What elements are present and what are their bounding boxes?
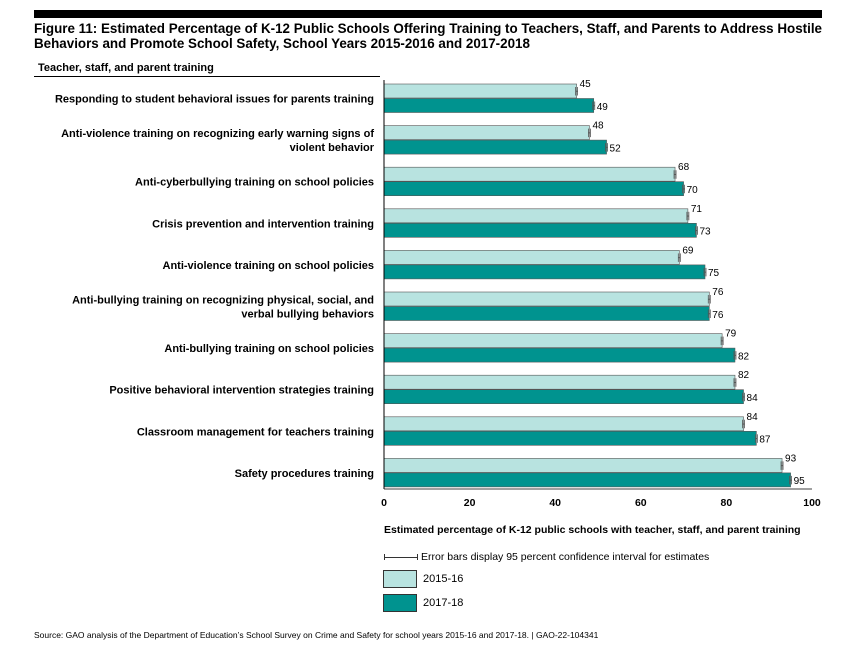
data-label: 82 bbox=[738, 351, 750, 362]
data-label: 68 bbox=[678, 162, 690, 173]
error-bar-note: Error bars display 95 percent confidence… bbox=[421, 551, 710, 563]
category-label-line: violent behavior bbox=[290, 142, 375, 154]
bar-2017-18 bbox=[383, 306, 710, 321]
data-label: 71 bbox=[691, 204, 703, 215]
category-label-line: Anti-cyberbullying training on school po… bbox=[135, 177, 374, 189]
bar-2015-16 bbox=[383, 83, 577, 99]
subheading-rule bbox=[34, 76, 380, 77]
category-label: Anti-violence training on recognizing ea… bbox=[61, 128, 375, 154]
x-axis-label: Estimated percentage of K-12 public scho… bbox=[384, 524, 801, 536]
bar-2015-16 bbox=[383, 333, 723, 348]
legend-label-2017-18: 2017-18 bbox=[423, 597, 464, 609]
x-tick-label: 20 bbox=[464, 497, 476, 509]
chart-subheading: Teacher, staff, and parent training bbox=[38, 62, 214, 74]
bar-2017-18 bbox=[383, 389, 744, 405]
data-label: 82 bbox=[738, 370, 750, 381]
legend-label-2015-16: 2015-16 bbox=[423, 573, 464, 585]
category-label: Crisis prevention and intervention train… bbox=[152, 218, 374, 230]
bar-2017-18 bbox=[383, 139, 607, 155]
category-label-line: Anti-violence training on recognizing ea… bbox=[61, 128, 374, 140]
data-label: 69 bbox=[682, 245, 694, 256]
category-label: Anti-cyberbullying training on school po… bbox=[135, 177, 374, 189]
error-bar-icon bbox=[384, 553, 418, 561]
x-tick-label: 100 bbox=[803, 497, 821, 509]
figure-title: Figure 11: Estimated Percentage of K-12 … bbox=[34, 21, 822, 51]
category-label: Anti-violence training on school policie… bbox=[163, 260, 374, 272]
x-tick-label: 60 bbox=[635, 497, 647, 509]
category-label: Classroom management for teachers traini… bbox=[137, 426, 374, 438]
category-label-line: Crisis prevention and intervention train… bbox=[152, 218, 374, 230]
bar-2015-16 bbox=[383, 416, 744, 432]
legend-item-2015-16: 2015-16 bbox=[383, 570, 463, 588]
data-label: 87 bbox=[759, 435, 771, 446]
data-label: 79 bbox=[725, 329, 737, 340]
data-label: 73 bbox=[699, 227, 711, 238]
data-label: 75 bbox=[708, 268, 720, 279]
bar-2017-18 bbox=[383, 264, 706, 280]
category-label-line: Classroom management for teachers traini… bbox=[137, 426, 374, 438]
bar-2015-16 bbox=[383, 291, 710, 307]
data-label: 76 bbox=[712, 287, 724, 298]
data-label: 49 bbox=[597, 102, 609, 113]
bar-2017-18 bbox=[383, 347, 736, 363]
bar-2015-16 bbox=[383, 166, 676, 182]
data-label: 48 bbox=[592, 121, 604, 132]
category-label: Positive behavioral intervention strateg… bbox=[109, 385, 374, 397]
x-tick-label: 40 bbox=[549, 497, 561, 509]
bar-2015-16 bbox=[383, 208, 689, 224]
bar-2015-16 bbox=[383, 458, 783, 473]
category-label-line: Responding to student behavioral issues … bbox=[55, 94, 374, 106]
category-label: Safety procedures training bbox=[235, 468, 374, 480]
x-tick-label: 0 bbox=[381, 497, 387, 509]
category-label: Anti-bullying training on recognizing ph… bbox=[72, 295, 374, 321]
legend-swatch-2017-18 bbox=[383, 594, 417, 612]
bar-2015-16 bbox=[383, 125, 590, 140]
data-label: 95 bbox=[794, 476, 806, 487]
x-tick-label: 80 bbox=[721, 497, 733, 509]
category-label-line: Anti-bullying training on school policie… bbox=[164, 343, 374, 355]
bar-2017-18 bbox=[383, 472, 791, 488]
data-label: 84 bbox=[747, 393, 759, 404]
header-bar bbox=[34, 10, 822, 18]
category-label: Responding to student behavioral issues … bbox=[55, 94, 374, 106]
data-label: 70 bbox=[687, 185, 699, 196]
data-label: 45 bbox=[580, 79, 592, 90]
bar-2015-16 bbox=[383, 250, 680, 265]
bar-2015-16 bbox=[383, 374, 736, 390]
category-label-line: Anti-bullying training on recognizing ph… bbox=[72, 295, 374, 307]
bar-2017-18 bbox=[383, 223, 697, 238]
bar-2017-18 bbox=[383, 430, 757, 446]
legend-item-2017-18: 2017-18 bbox=[383, 594, 463, 612]
bar-2017-18 bbox=[383, 98, 595, 113]
category-label: Anti-bullying training on school policie… bbox=[164, 343, 374, 355]
source-note: Source: GAO analysis of the Department o… bbox=[34, 630, 599, 640]
category-label-line: Positive behavioral intervention strateg… bbox=[109, 385, 374, 397]
legend-swatch-2015-16 bbox=[383, 570, 417, 588]
data-label: 84 bbox=[747, 412, 759, 423]
category-label-line: Safety procedures training bbox=[235, 468, 374, 480]
bar-2017-18 bbox=[383, 181, 684, 196]
error-bar-legend: Error bars display 95 percent confidence… bbox=[384, 551, 709, 563]
data-label: 76 bbox=[712, 310, 724, 321]
category-label-line: Anti-violence training on school policie… bbox=[163, 260, 374, 272]
category-label-line: verbal bullying behaviors bbox=[241, 309, 374, 321]
data-label: 52 bbox=[610, 143, 622, 154]
data-label: 93 bbox=[785, 453, 797, 464]
